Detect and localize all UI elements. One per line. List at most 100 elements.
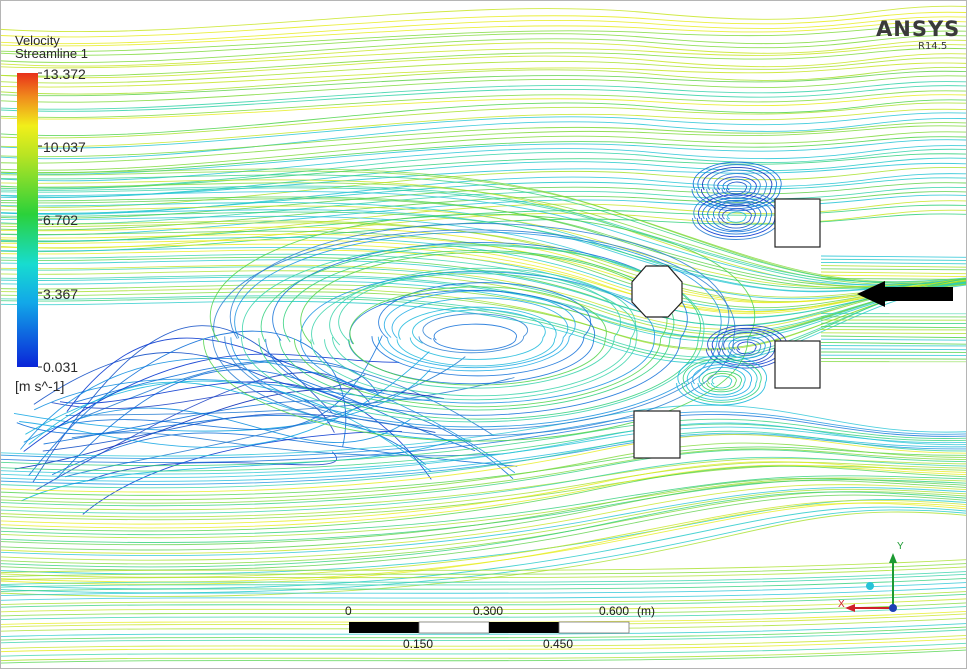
streamline: [1, 461, 966, 525]
streamline: [1, 635, 966, 649]
streamline: [1, 266, 966, 333]
streamline: [1, 442, 966, 501]
streamline: [1, 475, 966, 536]
streamline: [691, 364, 753, 398]
streamline: [1, 202, 966, 292]
streamline-field: [1, 5, 966, 664]
streamline: [820, 335, 966, 339]
scale-label-0450: 0.450: [543, 637, 574, 651]
streamline: [1, 264, 966, 330]
streamline: [1, 426, 966, 475]
streamline: [820, 271, 966, 275]
streamline: [1, 418, 966, 467]
streamline: [224, 223, 730, 431]
streamline: [820, 261, 966, 265]
streamline: [701, 370, 742, 393]
streamline: [1, 477, 966, 539]
streamline: [1, 117, 966, 160]
streamline: [1, 187, 966, 287]
streamline: [1, 85, 966, 112]
flow-direction-arrow: [857, 281, 953, 307]
streamline: [1, 139, 966, 175]
streamline: [1, 647, 966, 662]
streamline: [1, 226, 966, 303]
streamline: [697, 366, 746, 396]
streamline: [1, 81, 966, 110]
streamline: [1, 488, 966, 561]
streamline: [820, 348, 966, 351]
legend-tick-4: 3.367: [43, 286, 79, 302]
streamline: [1, 5, 966, 33]
streamline: [700, 167, 773, 207]
streamline: [1, 446, 966, 496]
streamline: [820, 265, 966, 268]
streamline: [721, 208, 752, 226]
streamline: [1, 112, 966, 149]
streamline: [1, 448, 966, 504]
axis-y-label: Y: [897, 541, 904, 552]
streamline: [433, 323, 517, 351]
streamline: [681, 358, 762, 403]
streamline: [1, 16, 966, 45]
streamline: [1, 509, 966, 594]
streamline: [1, 253, 966, 318]
streamline: [1, 25, 966, 53]
streamline: [1, 131, 966, 171]
streamline: [1, 593, 966, 608]
streamline: [1, 122, 966, 158]
streamline: [1, 44, 966, 69]
streamline: [418, 313, 529, 354]
streamline: [1, 108, 966, 148]
streamline: [700, 197, 773, 235]
streamline: [1, 563, 966, 577]
scale-label-0: 0: [345, 604, 352, 618]
streamline: [1, 487, 966, 557]
streamline: [1, 174, 966, 284]
streamline: [820, 351, 966, 353]
streamline: [1, 423, 966, 472]
streamline: [20, 357, 516, 474]
streamline: [73, 335, 383, 430]
streamline: [1, 623, 966, 637]
streamline: [1, 157, 966, 198]
streamline: [310, 273, 638, 401]
streamline: [1, 479, 966, 543]
streamline: [1, 571, 966, 585]
legend-colorbar: [17, 73, 38, 367]
streamline: [712, 173, 761, 202]
streamline: [23, 353, 400, 452]
streamline: [1, 177, 966, 214]
streamline: [1, 586, 966, 601]
streamline: [1, 194, 966, 236]
streamline: [1, 90, 966, 118]
streamline: [1, 461, 966, 518]
legend-object: Streamline 1: [15, 46, 88, 61]
streamline: [1, 185, 966, 283]
streamline: [64, 356, 466, 478]
scale-unit: (m): [637, 604, 655, 618]
streamline: [1, 494, 966, 571]
streamline: [1, 230, 966, 309]
streamline: [371, 282, 591, 377]
streamline: [717, 204, 756, 229]
streamline: [1, 511, 966, 597]
streamline: [1, 222, 966, 298]
streamline: [820, 357, 966, 360]
streamline: [1, 20, 966, 47]
octagonal-cylinder: [631, 265, 683, 318]
streamline: [51, 390, 335, 433]
legend-ticks: [38, 72, 42, 368]
streamline: [1, 638, 966, 653]
streamline: [33, 351, 366, 405]
scale-label-0150: 0.150: [403, 637, 434, 651]
streamline: [710, 375, 733, 389]
streamline: [1, 606, 966, 620]
streamline: [711, 201, 762, 231]
streamline: [202, 213, 756, 442]
streamline: [258, 245, 701, 420]
streamline: [1, 256, 966, 326]
streamline: [56, 361, 494, 436]
streamline: [1, 62, 966, 88]
